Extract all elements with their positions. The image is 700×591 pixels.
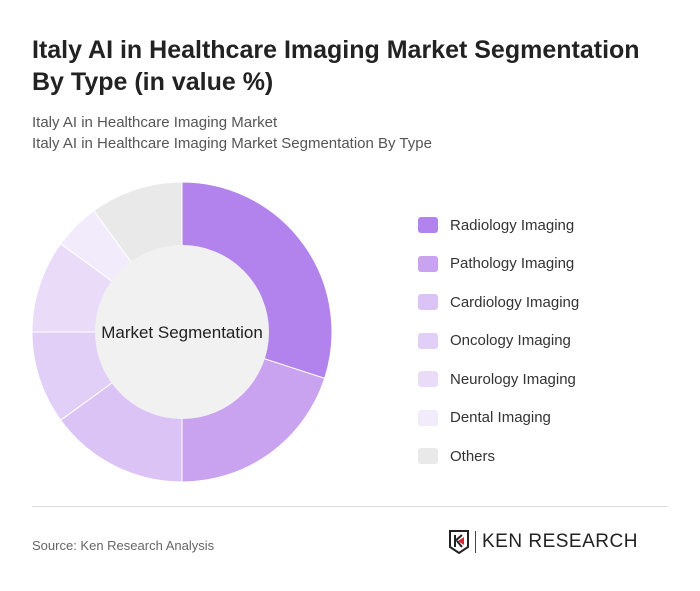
subtitle: Italy AI in Healthcare Imaging Market bbox=[32, 114, 278, 131]
divider bbox=[32, 506, 668, 507]
center-label: Market Segmentation bbox=[101, 323, 263, 342]
legend-item: Others bbox=[418, 437, 579, 476]
legend-label: Neurology Imaging bbox=[450, 370, 576, 388]
legend-item: Neurology Imaging bbox=[418, 360, 579, 399]
logo-icon bbox=[449, 530, 469, 554]
legend-label: Others bbox=[450, 447, 496, 465]
legend: Radiology Imaging Pathology Imaging Cardio… bbox=[418, 206, 579, 476]
source-note: Source: Ken Research Analysis bbox=[32, 538, 215, 553]
legend-label: Radiology Imaging bbox=[450, 216, 575, 234]
legend-swatch bbox=[418, 217, 438, 234]
chart-title: Italy AI in Healthcare Imaging Market Se… bbox=[32, 36, 640, 96]
legend-label: Pathology Imaging bbox=[450, 255, 575, 273]
legend-swatch bbox=[418, 409, 438, 426]
legend-swatch bbox=[418, 448, 438, 465]
legend-swatch bbox=[418, 294, 438, 311]
legend-label: Dental Imaging bbox=[450, 409, 551, 427]
legend-label: Oncology Imaging bbox=[450, 332, 571, 350]
logo-text: KEN RESEARCH bbox=[482, 531, 638, 552]
donut-chart: Market Segmentation bbox=[31, 181, 333, 483]
ken-research-logo: KEN RESEARCH bbox=[448, 530, 638, 554]
legend-swatch bbox=[418, 332, 438, 349]
legend-swatch bbox=[418, 371, 438, 388]
subtitle-2: Italy AI in Healthcare Imaging Market Se… bbox=[32, 135, 432, 152]
legend-item: Oncology Imaging bbox=[418, 322, 579, 361]
legend-item: Dental Imaging bbox=[418, 399, 579, 438]
legend-item: Cardiology Imaging bbox=[418, 283, 579, 322]
legend-item: Radiology Imaging bbox=[418, 206, 579, 245]
legend-swatch bbox=[418, 255, 438, 272]
legend-item: Pathology Imaging bbox=[418, 245, 579, 284]
legend-label: Cardiology Imaging bbox=[450, 293, 580, 311]
donut-center bbox=[95, 245, 269, 419]
